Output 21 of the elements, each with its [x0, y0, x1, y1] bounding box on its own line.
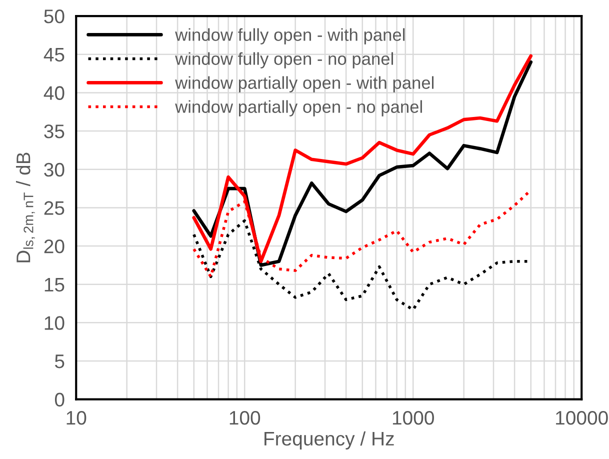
y-tick-label: 45 — [44, 48, 64, 62]
x-tick-label: 10000 — [556, 410, 608, 425]
y-tick-label: 35 — [44, 124, 64, 138]
x-tick-label: 1000 — [392, 410, 434, 425]
y-tick-label: 50 — [44, 10, 64, 24]
y-axis-title: D$_{ls,2m,nT}$ / dB — [16, 152, 35, 262]
x-axis-title: Frequency / Hz — [264, 431, 394, 450]
legend-label: window fully open - no panel — [175, 52, 394, 68]
legend-label: window partially open - with panel — [175, 76, 434, 92]
y-tick-label: 40 — [44, 86, 64, 100]
x-tick-label: 100 — [230, 410, 260, 425]
y-tick-label: 5 — [54, 354, 64, 368]
y-tick-label: 15 — [44, 278, 64, 292]
y-tick-label: 20 — [44, 239, 64, 254]
legend-label: window fully open - with panel — [175, 28, 405, 44]
x-tick-label: 10 — [66, 410, 86, 425]
legend-label: window partially open - no panel — [175, 100, 422, 116]
y-tick-label: 25 — [44, 201, 64, 215]
y-tick-label: 0 — [54, 392, 64, 407]
y-tick-label: 30 — [44, 162, 64, 177]
y-tick-label: 10 — [44, 316, 64, 330]
